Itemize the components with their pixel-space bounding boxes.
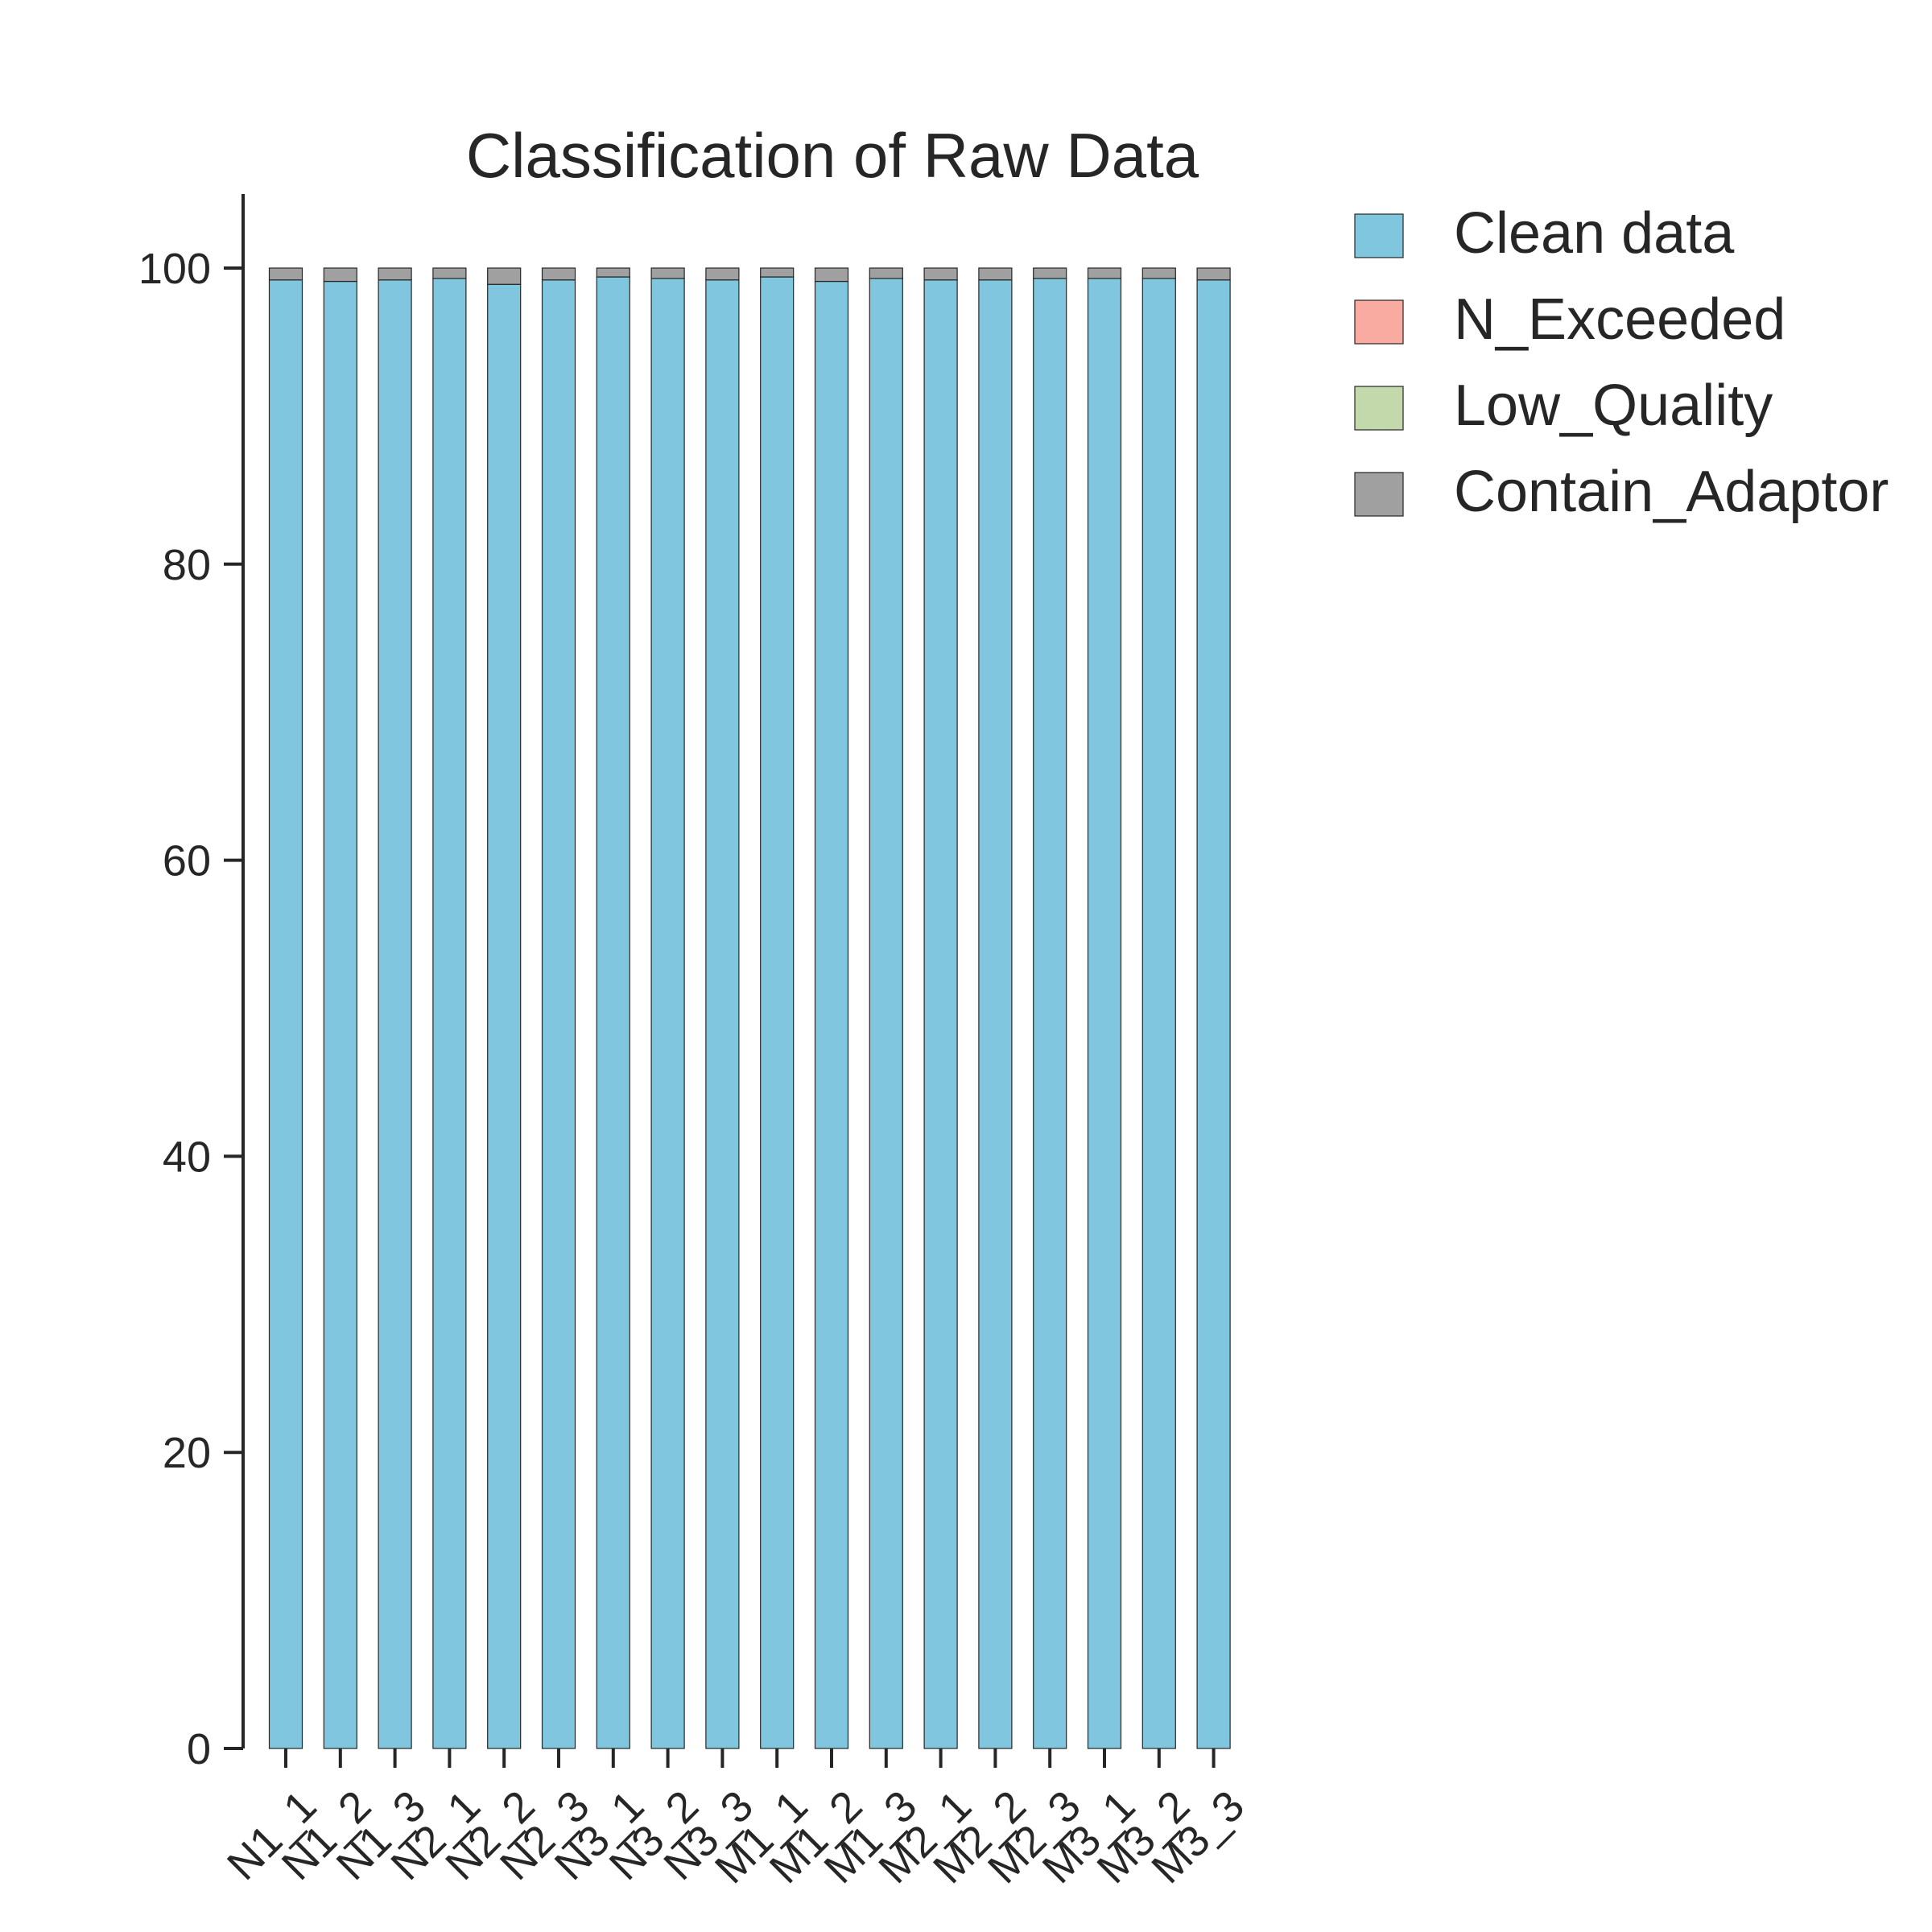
- legend-swatch: [1354, 213, 1404, 258]
- bar-segment-contain-adaptor: [869, 267, 903, 279]
- bar-segment-contain-adaptor: [1196, 267, 1231, 281]
- bar-segment-contain-adaptor: [814, 267, 849, 283]
- bar-segment-clean-data: [378, 279, 412, 1749]
- legend-swatch: [1354, 386, 1404, 431]
- bar-segment-clean-data: [1033, 278, 1067, 1749]
- bar-segment-clean-data: [650, 278, 685, 1749]
- legend: Clean data N_Exceeded Low_Quality Contain_A…: [1354, 201, 1889, 524]
- bar-segment-contain-adaptor: [432, 267, 467, 279]
- legend-label: Clean data: [1454, 201, 1735, 266]
- bar-segment-clean-data: [923, 279, 958, 1749]
- legend-swatch: [1354, 472, 1404, 517]
- legend-label: Contain_Adaptor: [1454, 460, 1889, 524]
- bar-segment-contain-adaptor: [923, 267, 958, 281]
- y-tick-label: 60: [163, 837, 211, 886]
- bar-segment-contain-adaptor: [596, 267, 630, 278]
- bar-segment-contain-adaptor: [378, 267, 412, 281]
- plot-area: 020406080100N1_1N1_2N1_3N2_1N2_2N2_3N3_1…: [138, 194, 1253, 1893]
- bar-segment-clean-data: [1087, 278, 1122, 1749]
- y-tick-label: 40: [163, 1133, 211, 1181]
- bar-segment-contain-adaptor: [760, 267, 795, 278]
- bar-segment-clean-data: [323, 280, 357, 1749]
- bar-segment-contain-adaptor: [541, 267, 576, 281]
- y-tick-label: 20: [163, 1429, 211, 1477]
- bar-segment-contain-adaptor: [1141, 267, 1176, 279]
- bar-segment-contain-adaptor: [487, 267, 522, 285]
- legend-label: N_Exceeded: [1454, 287, 1785, 352]
- bar-segment-contain-adaptor: [705, 267, 740, 281]
- y-tick-label: 80: [163, 541, 211, 589]
- bar-segment-clean-data: [978, 279, 1013, 1749]
- bar-segment-clean-data: [596, 276, 630, 1749]
- bar-segment-contain-adaptor: [1087, 267, 1122, 279]
- bar-segment-clean-data: [1141, 278, 1176, 1749]
- bar-segment-clean-data: [432, 278, 467, 1749]
- bar-segment-contain-adaptor: [1033, 267, 1067, 279]
- legend-label: Low_Quality: [1454, 374, 1773, 438]
- bar-segment-clean-data: [268, 279, 303, 1749]
- bar-segment-contain-adaptor: [650, 267, 685, 279]
- y-tick-label: 100: [138, 245, 211, 293]
- bar-segment-clean-data: [1196, 279, 1231, 1749]
- bar-segment-clean-data: [760, 276, 795, 1749]
- bar-segment-contain-adaptor: [323, 267, 357, 283]
- bar-segment-clean-data: [869, 278, 903, 1749]
- bar-segment-contain-adaptor: [978, 267, 1013, 281]
- bar-segment-clean-data: [705, 279, 740, 1749]
- legend-swatch: [1354, 299, 1404, 345]
- bar-segment-clean-data: [541, 279, 576, 1749]
- y-tick-label: 0: [187, 1725, 211, 1773]
- bar-segment-clean-data: [487, 283, 522, 1749]
- bar-segment-contain-adaptor: [268, 267, 303, 281]
- chart-title: Classification of Raw Data: [466, 120, 1199, 191]
- bar-segment-clean-data: [814, 280, 849, 1749]
